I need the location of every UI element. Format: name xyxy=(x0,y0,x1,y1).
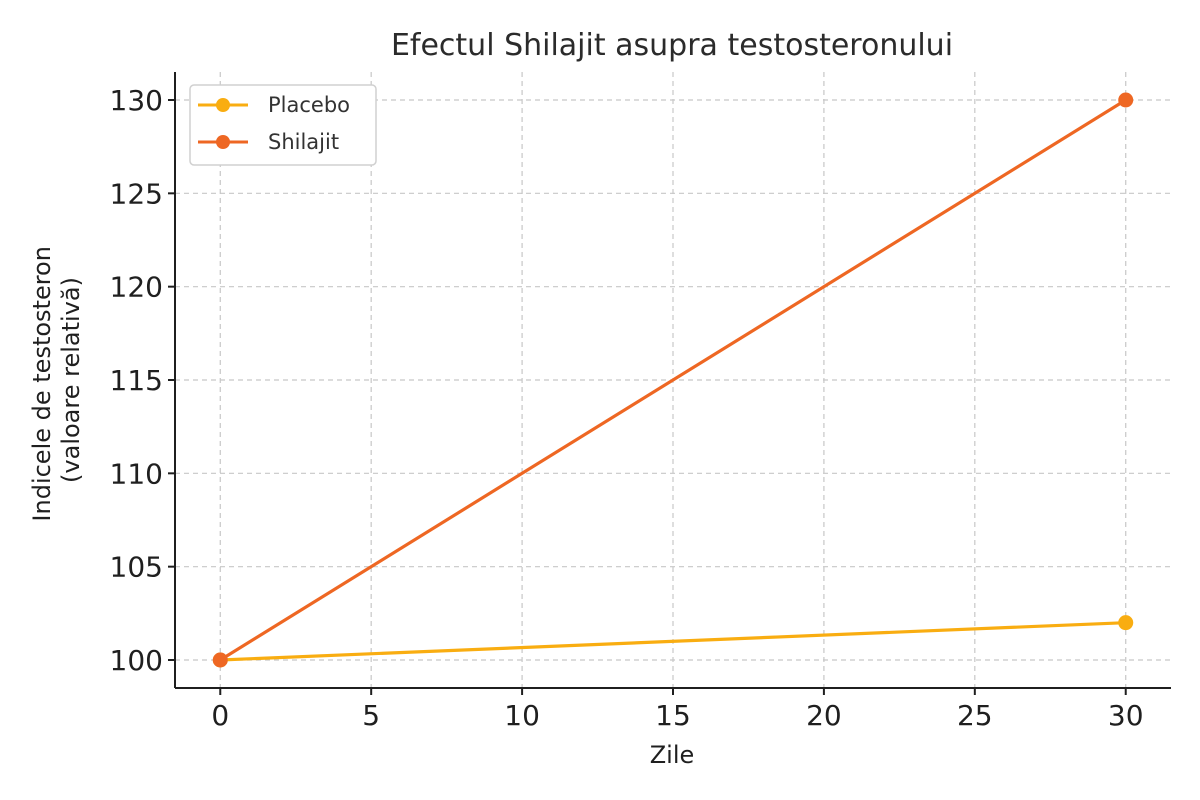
y-tick-label: 110 xyxy=(110,457,163,490)
y-tick-label: 105 xyxy=(110,551,163,584)
tick-labels: 0 5 10 15 20 25 30 100 105 110 115 120 125 130 xyxy=(110,84,1144,732)
data-point-shilajit xyxy=(212,652,228,668)
data-point-placebo xyxy=(1118,615,1134,631)
y-tick-label: 125 xyxy=(110,177,163,210)
y-axis-label: Indicele de testosteron (valoare relativ… xyxy=(28,238,85,521)
tick-marks xyxy=(168,99,1127,695)
x-tick-label: 15 xyxy=(655,699,691,732)
y-tick-label: 115 xyxy=(110,364,163,397)
x-axis-label: Zile xyxy=(650,741,695,769)
data-point-shilajit xyxy=(1118,92,1134,108)
series-line-shilajit xyxy=(218,98,1128,662)
x-tick-label: 0 xyxy=(211,699,229,732)
y-axis-label-line-1: Indicele de testosteron xyxy=(28,246,56,522)
grid-lines xyxy=(175,72,1171,688)
x-tick-label: 20 xyxy=(806,699,842,732)
y-tick-label: 100 xyxy=(110,644,163,677)
legend-label-placebo: Placebo xyxy=(268,93,350,117)
chart-title: Efectul Shilajit asupra testosteronului xyxy=(391,28,953,63)
y-axis-label-line-2: (valoare relativă) xyxy=(57,277,85,483)
y-tick-label: 120 xyxy=(110,271,163,304)
x-tick-label: 30 xyxy=(1108,699,1144,732)
legend-marker-placebo xyxy=(216,98,230,112)
legend-marker-shilajit xyxy=(216,135,230,149)
x-tick-label: 5 xyxy=(362,699,380,732)
series-line-placebo xyxy=(218,621,1128,662)
legend-label-shilajit: Shilajit xyxy=(268,130,339,154)
x-tick-label: 10 xyxy=(504,699,540,732)
legend: Placebo Shilajit xyxy=(189,84,377,166)
x-tick-label: 25 xyxy=(957,699,993,732)
y-tick-label: 130 xyxy=(110,84,163,117)
series-layer xyxy=(212,92,1134,668)
